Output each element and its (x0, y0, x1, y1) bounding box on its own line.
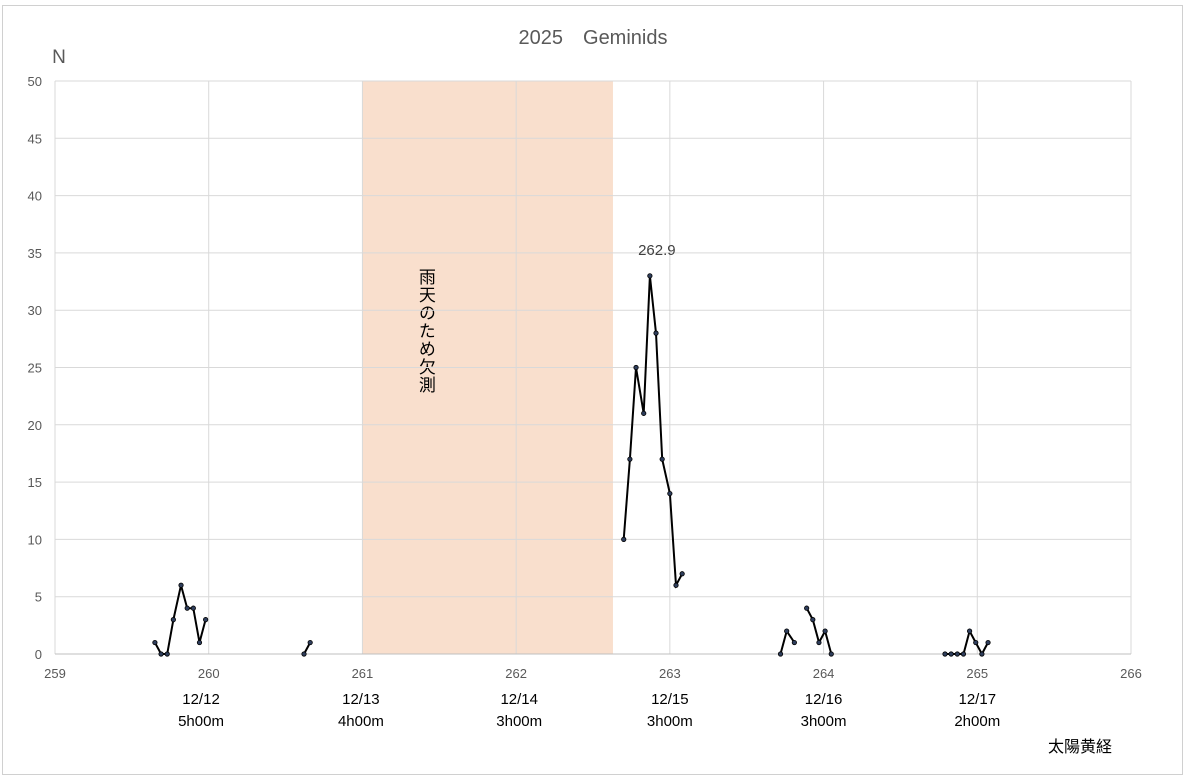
data-point (777, 651, 784, 657)
date-label: 12/14 (500, 691, 538, 708)
data-point (804, 605, 810, 611)
data-point (170, 617, 176, 623)
data-point (679, 571, 685, 577)
y-tick-label: 20 (28, 418, 42, 433)
x-tick-label: 266 (1120, 666, 1142, 681)
date-label: 12/12 (182, 691, 220, 708)
data-point (633, 364, 639, 371)
duration-label: 4h00m (338, 713, 384, 730)
data-point (966, 628, 973, 634)
data-point (647, 273, 653, 279)
data-point (184, 605, 190, 611)
y-axis-label: N (52, 47, 66, 68)
data-point (641, 410, 647, 416)
data-point (178, 582, 184, 588)
x-tick-label: 263 (659, 666, 681, 681)
y-tick-label: 15 (28, 475, 42, 490)
x-tick-label: 259 (44, 666, 66, 681)
duration-label: 3h00m (647, 713, 693, 730)
data-point (791, 639, 797, 646)
x-tick-label: 264 (813, 666, 835, 681)
y-tick-label: 5 (35, 590, 42, 605)
data-point (203, 617, 209, 623)
data-point (948, 651, 954, 657)
data-point (164, 651, 170, 657)
data-point (828, 651, 834, 657)
data-point (784, 628, 790, 634)
date-label: 12/15 (651, 691, 689, 708)
data-point (942, 651, 948, 657)
series-line (945, 628, 989, 657)
duration-label: 2h00m (954, 713, 1000, 730)
x-tick-label: 261 (352, 666, 374, 681)
y-tick-label: 45 (28, 131, 42, 146)
peak-annotation: 262.9 (638, 242, 676, 259)
data-point (158, 651, 164, 657)
data-point (307, 639, 313, 646)
chart-frame: 雨天のため欠測 0 5 10 15 20 25 30 35 40 45 50 259 260 261 262… (2, 5, 1183, 775)
y-tick-label: 50 (28, 74, 42, 89)
data-point (960, 651, 967, 657)
data-point (301, 651, 307, 657)
y-tick-label: 40 (28, 189, 42, 204)
geminids-chart: 雨天のため欠測 0 5 10 15 20 25 30 35 40 45 50 259 260 261 262… (28, 27, 1142, 756)
data-point (810, 617, 816, 623)
series-line (622, 275, 684, 589)
data-point (621, 536, 627, 543)
duration-label: 3h00m (801, 713, 847, 730)
data-point (627, 456, 633, 462)
data-point (816, 639, 822, 646)
data-point (190, 605, 196, 611)
y-tick-label: 30 (28, 303, 42, 318)
data-point (653, 330, 659, 336)
y-tick-label: 35 (28, 246, 42, 261)
x-tick-label: 265 (966, 666, 988, 681)
data-point (667, 490, 673, 497)
x-axis-label: 太陽黄経 (1048, 738, 1112, 756)
data-point (985, 639, 991, 646)
y-tick-label: 0 (35, 647, 42, 662)
data-point (822, 628, 828, 634)
date-label: 12/13 (342, 691, 380, 708)
y-tick-label: 25 (28, 361, 42, 376)
chart-title: 2025 Geminids (519, 27, 668, 49)
y-tick-label: 10 (28, 532, 42, 547)
shaded-region-label: 雨天のため欠測 (416, 268, 436, 394)
data-point (196, 639, 203, 646)
date-label: 12/17 (959, 691, 997, 708)
data-point (973, 639, 979, 646)
duration-label: 5h00m (178, 713, 224, 730)
x-tick-label: 260 (198, 666, 220, 681)
data-point (659, 456, 665, 462)
x-tick-label: 262 (505, 666, 527, 681)
duration-label: 3h00m (496, 713, 542, 730)
date-label: 12/16 (805, 691, 843, 708)
data-point (152, 639, 158, 646)
data-point (979, 651, 985, 657)
data-point (954, 651, 960, 657)
data-point (673, 582, 679, 588)
